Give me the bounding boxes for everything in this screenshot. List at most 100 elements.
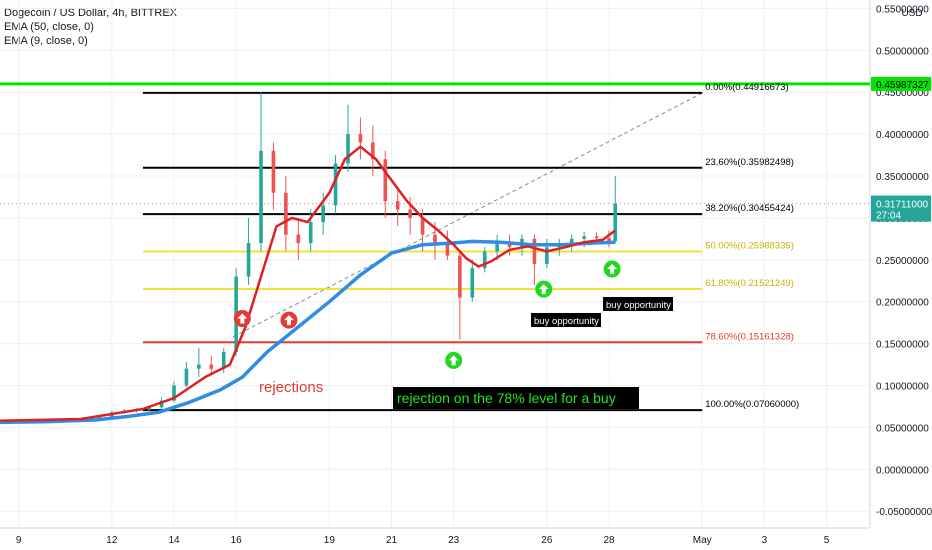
candle (371, 125, 375, 176)
x-tick-label: May (693, 535, 712, 546)
chart-legend: Dogecoin / US Dollar, 4h, BITTREX EMA (5… (4, 6, 177, 48)
y-tick-label: 0.55000000 (876, 4, 929, 15)
candle-body (371, 142, 375, 160)
x-axis-ticks: 9 12 14 16 19 21 23 26 28 May 3 5 (16, 535, 830, 546)
x-tick-label: 26 (541, 535, 553, 546)
ema50-legend[interactable]: EMA (50, close, 0) (4, 21, 94, 33)
buy-opportunity-1-bg (531, 313, 601, 327)
current-price-label: 0.31711000 (876, 200, 929, 211)
fib-label: 0.00%(0.44916673) (705, 82, 788, 93)
candle-body (271, 150, 276, 193)
current-countdown-label: 27:04 (876, 211, 901, 222)
buy-opportunity-1-label: buy opportunity (534, 316, 599, 327)
candle-body (420, 217, 425, 235)
y-tick-label: 0.45000000 (876, 88, 929, 99)
buy-arrow-icon-glyph (607, 264, 618, 275)
candle-body (395, 201, 400, 210)
x-tick-label: 16 (231, 535, 243, 546)
candle-body (507, 243, 512, 248)
candle-body (445, 243, 450, 256)
candle-body (383, 159, 388, 202)
candle (358, 117, 363, 160)
candle (246, 217, 251, 285)
candle (209, 356, 214, 373)
fib-levels: 0.00%(0.44916673) 23.60%(0.35982498) 38.20… (142, 82, 799, 412)
rejection-arrow-icon-glyph (237, 313, 248, 324)
x-tick-label: 28 (603, 535, 615, 546)
candle (458, 251, 462, 340)
fib-label: 38.20%(0.30455424) (705, 203, 794, 214)
candle-body (495, 243, 499, 252)
candles (0, 92, 618, 422)
candle (346, 104, 350, 172)
fib-label: 78.60%(0.15161328) (705, 331, 794, 342)
candle-body (594, 236, 599, 239)
candle (482, 247, 487, 273)
candle-body (607, 238, 611, 242)
rejection-arrow-icon-glyph (283, 315, 294, 326)
ema50-line (0, 239, 616, 425)
x-tick-label: 23 (448, 535, 460, 546)
candle-body (470, 268, 475, 298)
candle (470, 259, 475, 302)
ema9-legend[interactable]: EMA (9, close, 0) (4, 35, 88, 47)
candle-body (296, 234, 301, 244)
buy-opportunity-2-box: buy opportunity (603, 297, 673, 311)
candle-body (209, 364, 214, 369)
candle (532, 234, 537, 285)
grid (0, 0, 870, 528)
candle-body (159, 400, 164, 408)
rejection-78-annotation: rejection on the 78% level for a buy (397, 390, 616, 406)
buy-arrow-icon (535, 280, 553, 298)
candle (613, 176, 618, 244)
candle-body (333, 163, 338, 206)
candle (296, 217, 301, 260)
y-tick-label: 0.50000000 (876, 46, 929, 57)
candle-body (172, 385, 176, 401)
rejection-arrow-icon (280, 311, 298, 329)
candle-body (569, 238, 574, 244)
green-badge-bg (871, 76, 931, 91)
y-tick-label: 0.05000000 (876, 423, 929, 434)
candle-body (358, 134, 363, 143)
candle-body (246, 243, 251, 277)
fib-label: 100.00%(0.07060000) (705, 399, 799, 410)
green-badge-label: 0.45987327 (876, 80, 929, 91)
buy-opportunity-1-box: buy opportunity (531, 313, 601, 327)
candle (271, 142, 276, 210)
candle-body (545, 247, 549, 264)
rejection-arrow-icon (233, 309, 251, 327)
y-tick-label: 0.40000000 (876, 130, 929, 141)
candle-body (582, 236, 586, 239)
x-tick-label: 21 (386, 535, 398, 546)
candle-body (147, 407, 151, 410)
candle-body (308, 222, 313, 244)
y-tick-label: 0.15000000 (876, 340, 929, 351)
x-tick-label: 19 (324, 535, 336, 546)
x-tick-label: 12 (106, 535, 118, 546)
buy-opportunity-2-label: buy opportunity (606, 300, 671, 311)
candle (284, 176, 288, 252)
buy-arrow-icon-glyph (538, 284, 549, 295)
y-tick-label: 0.20000000 (876, 298, 929, 309)
rejection-78-bg (393, 387, 639, 409)
candle (184, 362, 189, 388)
candle (383, 150, 388, 218)
candle-body (482, 251, 487, 269)
symbol-title: Dogecoin / US Dollar, 4h, BITTREX (4, 7, 178, 19)
fib-label: 23.60%(0.35982498) (705, 157, 794, 168)
candle-body (458, 255, 462, 298)
current-price-bg (871, 195, 931, 222)
candle (507, 234, 512, 256)
candle (607, 230, 611, 248)
candle-body (613, 203, 618, 242)
candle (197, 347, 201, 378)
candle-body (532, 238, 537, 264)
candle-body (433, 234, 437, 244)
fib-label: 61.80%(0.21521249) (705, 278, 794, 289)
candle (495, 234, 499, 260)
y-tick-label: 0.35000000 (876, 172, 929, 183)
buy-arrow-icon (603, 260, 621, 278)
rejection-78-box: rejection on the 78% level for a buy (393, 387, 639, 409)
